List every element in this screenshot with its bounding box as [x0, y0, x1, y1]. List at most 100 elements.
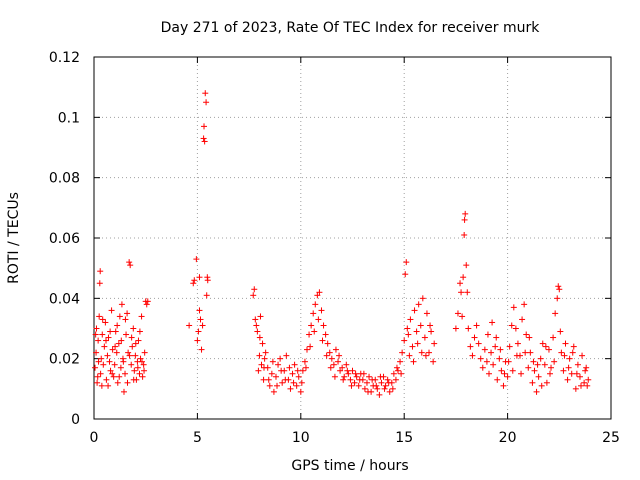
data-point	[98, 355, 105, 362]
data-point	[347, 376, 354, 383]
data-point	[523, 331, 530, 338]
data-point	[144, 298, 151, 305]
data-point	[126, 259, 133, 266]
data-point	[410, 358, 417, 365]
data-point	[349, 367, 356, 374]
data-point	[565, 364, 572, 371]
data-point	[512, 325, 519, 332]
data-point	[534, 361, 541, 368]
data-point	[570, 343, 577, 350]
y-tick-label: 0.08	[49, 171, 80, 187]
data-point	[541, 361, 548, 368]
data-point	[132, 352, 139, 359]
x-tick-label: 10	[292, 430, 310, 446]
data-point	[506, 343, 513, 350]
data-point	[401, 337, 408, 344]
data-point	[454, 310, 461, 317]
data-point	[112, 343, 119, 350]
data-point	[112, 328, 119, 335]
data-point	[295, 373, 302, 380]
data-point	[196, 274, 203, 281]
data-point	[366, 373, 373, 380]
y-tick-label: 0.1	[58, 110, 80, 126]
data-point	[413, 328, 420, 335]
data-point	[97, 370, 104, 377]
data-point	[115, 340, 122, 347]
data-point	[323, 352, 330, 359]
data-point	[385, 379, 392, 386]
x-axis-label: GPS time / hours	[291, 458, 408, 474]
data-point	[569, 349, 576, 356]
data-point	[467, 343, 474, 350]
axis-ticks	[93, 56, 612, 420]
data-point	[568, 370, 575, 377]
data-point	[402, 271, 409, 278]
data-point	[118, 337, 125, 344]
data-point	[584, 382, 591, 389]
data-point	[530, 358, 537, 365]
data-point	[117, 364, 124, 371]
data-point	[341, 373, 348, 380]
data-point	[96, 280, 103, 287]
data-point	[114, 379, 121, 386]
data-point	[191, 277, 198, 284]
data-point	[477, 355, 484, 362]
data-point	[256, 334, 263, 341]
data-point	[128, 334, 135, 341]
data-point	[500, 382, 507, 389]
data-point	[99, 331, 106, 338]
data-point	[489, 319, 496, 326]
data-point	[140, 361, 147, 368]
data-point	[459, 313, 466, 320]
data-point	[419, 295, 426, 302]
data-point	[282, 376, 289, 383]
data-point	[107, 367, 114, 374]
data-point	[560, 367, 567, 374]
data-point	[417, 322, 424, 329]
data-point	[278, 367, 285, 374]
data-point	[322, 331, 329, 338]
data-point	[574, 361, 581, 368]
data-point	[200, 135, 207, 142]
data-point	[190, 280, 197, 287]
data-point	[123, 331, 130, 338]
data-point	[572, 385, 579, 392]
data-point	[259, 340, 266, 347]
data-point	[490, 361, 497, 368]
data-point	[274, 382, 281, 389]
data-point	[93, 325, 100, 332]
data-point	[458, 289, 465, 296]
data-point	[492, 343, 499, 350]
plot-frame	[93, 56, 612, 420]
data-point	[531, 367, 538, 374]
data-point	[394, 367, 401, 374]
data-point	[138, 358, 145, 365]
data-point	[513, 352, 520, 359]
x-tick-labels: 0 5 10 15 20 25	[90, 430, 620, 446]
data-point	[136, 328, 143, 335]
data-point	[204, 277, 211, 284]
data-point	[483, 358, 490, 365]
data-point	[315, 316, 322, 323]
data-point	[128, 361, 135, 368]
data-point	[343, 361, 350, 368]
data-point	[201, 138, 208, 145]
data-point	[526, 334, 533, 341]
x-tick-label: 5	[193, 430, 202, 446]
data-point	[543, 379, 550, 386]
data-point	[199, 322, 206, 329]
data-point	[555, 283, 562, 290]
data-point	[529, 379, 536, 386]
data-point	[351, 379, 358, 386]
data-point	[504, 373, 511, 380]
data-point	[355, 382, 362, 389]
data-point	[255, 367, 262, 374]
chart-title: Day 271 of 2023, Rate Of TEC Index for r…	[161, 20, 541, 36]
data-point	[373, 382, 380, 389]
data-point	[382, 382, 389, 389]
data-point	[361, 385, 368, 392]
y-tick-label: 0.12	[49, 50, 80, 66]
data-point	[299, 367, 306, 374]
data-point	[328, 355, 335, 362]
data-point	[550, 334, 557, 341]
